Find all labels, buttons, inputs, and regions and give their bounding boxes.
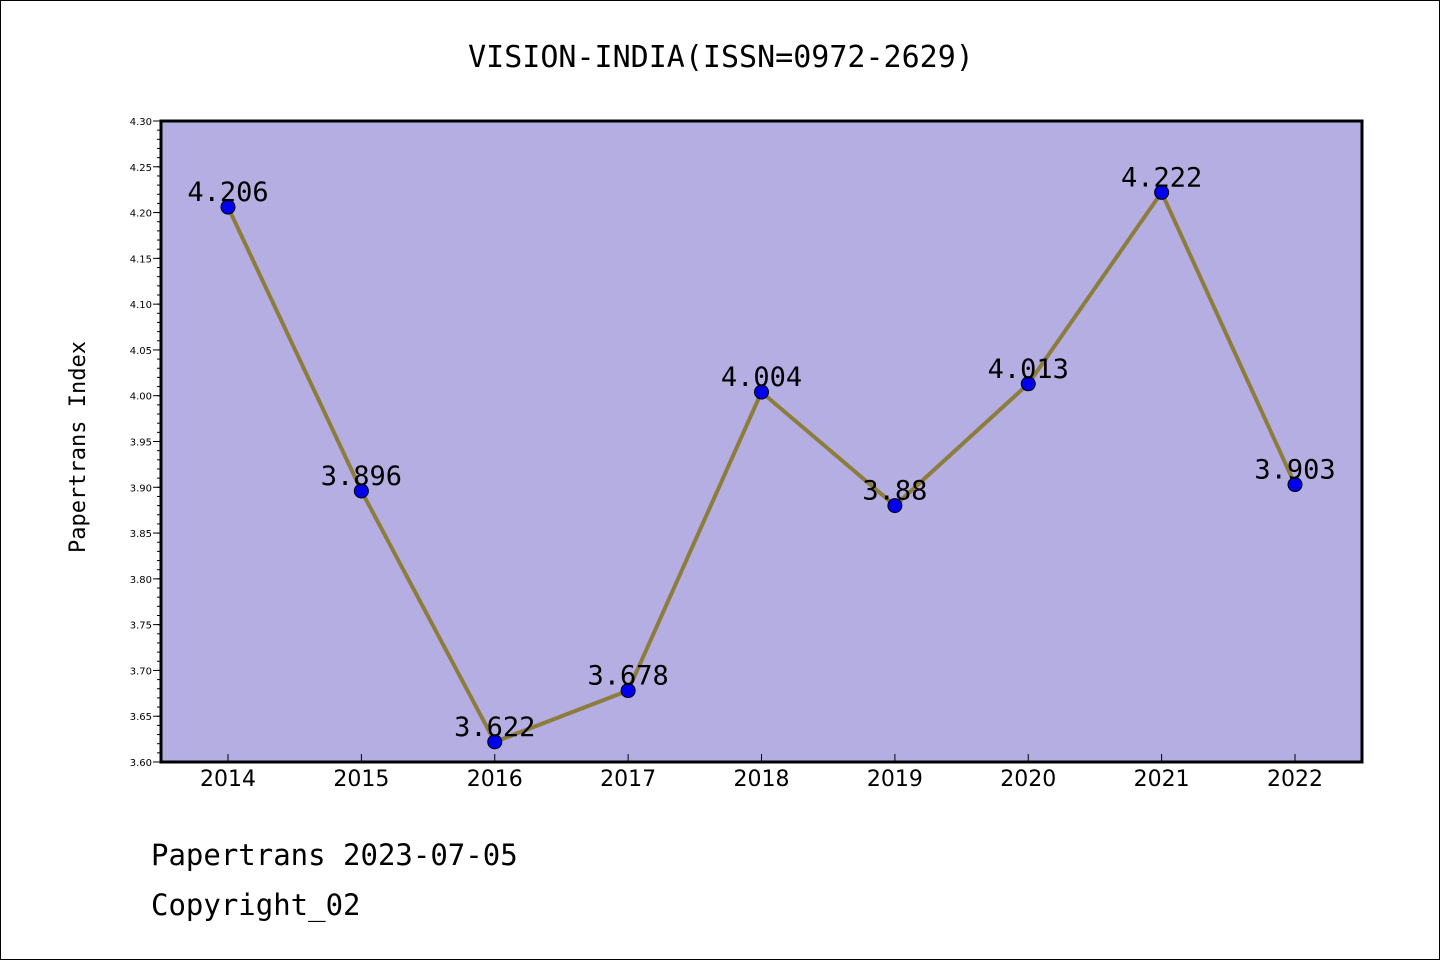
data-point-2019 <box>887 498 903 514</box>
y-tick-label: 3.75 <box>130 621 152 632</box>
data-point-2017 <box>620 683 636 699</box>
plot-area <box>161 121 1362 762</box>
x-axis-ticks: 2014 2015 2016 2017 2018 2019 2020 2021 2022 <box>200 754 1323 792</box>
y-tick-label: 4.20 <box>130 209 152 220</box>
data-labels: 4.206 3.896 3.622 3.678 4.004 3.88 4.013 4.222 3… <box>187 162 1335 742</box>
data-point-2021 <box>1154 184 1170 200</box>
x-tick-label: 2021 <box>1134 767 1190 792</box>
data-label-2014: 4.206 <box>187 177 268 208</box>
x-tick-label: 2014 <box>200 767 256 792</box>
data-label-2021: 4.222 <box>1121 162 1202 193</box>
x-tick-label: 2015 <box>333 767 389 792</box>
y-axis-label: Papertrans Index <box>66 341 91 553</box>
data-label-2020: 4.013 <box>988 354 1069 385</box>
data-point-2018 <box>754 384 769 400</box>
data-label-2017: 3.678 <box>587 661 668 692</box>
y-tick-label: 3.80 <box>130 575 152 586</box>
y-tick-label: 4.05 <box>130 346 152 357</box>
data-markers <box>220 184 1303 750</box>
plot-frame <box>159 119 1364 764</box>
y-tick-label: 4.10 <box>130 300 152 311</box>
data-label-2016: 3.622 <box>454 712 535 743</box>
data-point-2014 <box>220 199 236 215</box>
y-tick-label: 3.65 <box>130 712 152 723</box>
footer-copyright-text: Copyright_02 <box>151 888 361 923</box>
y-tick-label: 4.25 <box>130 163 152 174</box>
y-tick-label: 3.90 <box>130 483 152 494</box>
x-tick-label: 2020 <box>1000 767 1056 792</box>
x-tick-label: 2019 <box>867 767 923 792</box>
x-tick-label: 2017 <box>600 767 656 792</box>
y-tick-label: 3.60 <box>130 758 152 769</box>
y-tick-label: 3.85 <box>130 529 152 540</box>
data-label-2022: 3.903 <box>1254 455 1335 486</box>
y-tick-label: 4.00 <box>130 392 152 403</box>
x-tick-label: 2022 <box>1267 767 1323 792</box>
y-tick-label: 4.15 <box>130 254 152 265</box>
y-axis-ticks: 3.60 3.65 3.70 3.75 3.80 3.85 3.90 3.95 4.00 4.05… <box>130 117 161 769</box>
chart-title: VISION-INDIA(ISSN=0972-2629) <box>468 40 974 75</box>
data-point-2020 <box>1020 376 1036 392</box>
x-tick-label: 2016 <box>467 767 523 792</box>
data-label-2019: 3.88 <box>862 476 927 507</box>
footer-date-text: Papertrans 2023-07-05 <box>151 838 518 872</box>
data-label-2018: 4.004 <box>721 362 802 393</box>
x-tick-label: 2018 <box>734 767 790 792</box>
data-point-2022 <box>1287 477 1303 493</box>
y-tick-label: 3.70 <box>130 666 152 677</box>
data-label-2015: 3.896 <box>321 461 402 492</box>
y-tick-label: 4.30 <box>130 117 152 128</box>
data-point-2016 <box>487 734 503 750</box>
data-point-2015 <box>353 483 369 499</box>
y-tick-label: 3.95 <box>130 438 152 449</box>
